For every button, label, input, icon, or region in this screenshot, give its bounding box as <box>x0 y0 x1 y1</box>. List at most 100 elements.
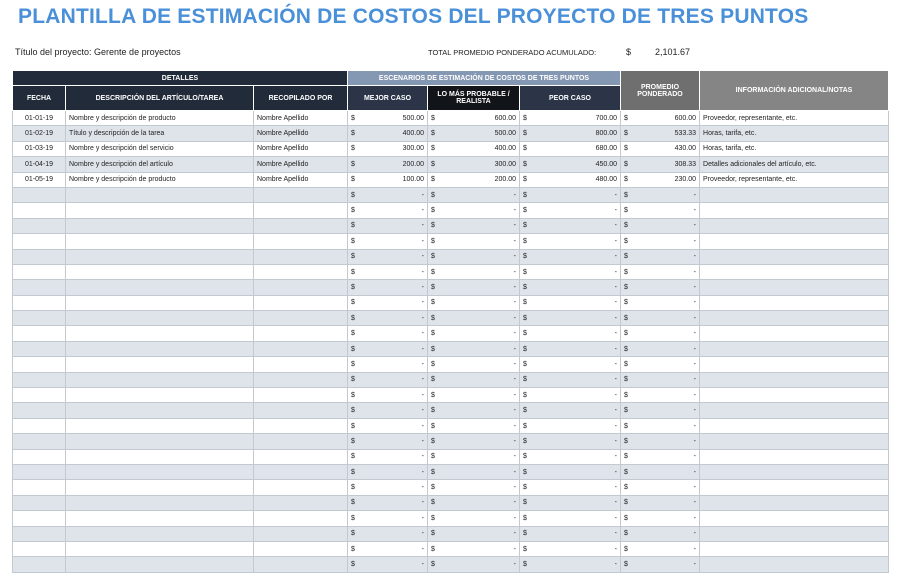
currency: $ <box>624 499 628 507</box>
date-cell <box>12 371 66 389</box>
table-row: $ - $ - $ - $ - <box>12 387 890 404</box>
money: $ - <box>431 284 516 291</box>
currency: $ <box>351 499 355 507</box>
money: $480.00 <box>523 176 617 183</box>
currency: $ <box>431 314 435 322</box>
amount: - <box>421 222 424 230</box>
group-header: INFORMACIÓN ADICIONAL/NOTAS <box>699 70 890 111</box>
money-cell: $ - <box>620 448 701 465</box>
money: $ - <box>351 207 424 214</box>
table-row: $ - $ - $ - $ - <box>12 310 890 327</box>
money: $ - <box>351 561 424 568</box>
table-row: $ - $ - $ - $ - <box>12 186 890 204</box>
notes-cell <box>699 479 890 496</box>
description-cell: Título y descripción de la tarea <box>65 125 254 142</box>
money-cell: $ - <box>347 325 428 342</box>
amount: - <box>513 437 516 445</box>
money: $ - <box>624 530 696 537</box>
money-cell: $500.00 <box>347 109 428 127</box>
description-cell <box>65 371 254 389</box>
notes-cell <box>699 448 890 465</box>
money: $ - <box>431 392 516 399</box>
amount: - <box>421 314 424 322</box>
notes-cell <box>699 202 890 219</box>
amount: - <box>614 299 618 307</box>
currency: $ <box>624 222 628 230</box>
collected-by-cell: Nombre Apellido <box>253 125 348 142</box>
description-cell <box>65 248 254 265</box>
date-cell <box>12 448 66 465</box>
money-cell: $ - <box>427 402 520 419</box>
total-label: TOTAL PROMEDIO PONDERADO ACUMULADO: <box>428 48 597 57</box>
money: $ - <box>523 530 617 537</box>
money: $ - <box>523 238 617 245</box>
collected-by-cell: Nombre Apellido <box>253 109 348 127</box>
collected-by-cell <box>253 310 348 327</box>
currency: $ <box>523 145 527 153</box>
notes-cell <box>699 525 890 542</box>
date-cell <box>12 202 66 219</box>
table-row: $ - $ - $ - $ - <box>12 556 890 573</box>
currency: $ <box>523 360 527 368</box>
money: $ - <box>624 484 696 491</box>
total-currency: $ <box>626 47 632 57</box>
money: $ - <box>431 453 516 460</box>
currency: $ <box>351 345 355 353</box>
amount: - <box>513 191 516 199</box>
amount: - <box>421 207 424 215</box>
description-cell: Nombre y descripción de producto <box>65 171 254 188</box>
money-cell: $ - <box>347 417 428 435</box>
description-cell: Nombre y descripción de producto <box>65 109 254 127</box>
date-cell: 01-03-19 <box>12 140 66 158</box>
money: $ - <box>431 546 516 553</box>
money-cell: $ - <box>518 433 622 450</box>
money-cell: $ - <box>427 310 520 327</box>
money: $ - <box>624 361 696 368</box>
notes-cell <box>699 540 890 558</box>
money-cell: $ - <box>620 248 701 265</box>
money-cell: $ - <box>620 356 701 373</box>
currency: $ <box>523 160 527 168</box>
money: $ - <box>624 346 696 353</box>
money-cell: $ - <box>518 479 622 496</box>
amount: - <box>614 561 618 569</box>
currency: $ <box>523 114 527 122</box>
money: $ - <box>431 469 516 476</box>
money: $ - <box>351 546 424 553</box>
money-cell: $ - <box>427 417 520 435</box>
amount: - <box>693 268 697 276</box>
money: $ - <box>523 423 617 430</box>
description-cell <box>65 325 254 342</box>
money-cell: $ - <box>518 186 622 204</box>
money-cell: $ - <box>347 294 428 312</box>
money: $500.00 <box>351 115 424 122</box>
table-row: $ - $ - $ - $ - <box>12 494 890 512</box>
notes-cell <box>699 371 890 389</box>
money: $ - <box>351 361 424 368</box>
description-cell <box>65 494 254 512</box>
money: $ - <box>624 392 696 399</box>
money-cell: $ - <box>347 540 428 558</box>
money: $ - <box>523 499 617 506</box>
amount: - <box>693 314 697 322</box>
table-body: 01-01-19 Nombre y descripción de producto… <box>12 109 890 573</box>
currency: $ <box>431 176 435 184</box>
money-cell: $ - <box>347 263 428 281</box>
amount: - <box>513 283 516 291</box>
currency: $ <box>624 345 628 353</box>
money: $ - <box>523 253 617 260</box>
money: $ - <box>351 499 424 506</box>
currency: $ <box>624 376 628 384</box>
currency: $ <box>351 468 355 476</box>
description-cell <box>65 186 254 204</box>
money-cell: $ - <box>518 525 622 542</box>
currency: $ <box>624 160 628 168</box>
amount: - <box>614 283 618 291</box>
currency: $ <box>523 484 527 492</box>
currency: $ <box>624 422 628 430</box>
money-cell: $ - <box>427 186 520 204</box>
currency: $ <box>624 130 628 138</box>
currency: $ <box>431 330 435 338</box>
money-cell: $308.33 <box>620 156 701 173</box>
money-cell: $ - <box>347 510 428 527</box>
